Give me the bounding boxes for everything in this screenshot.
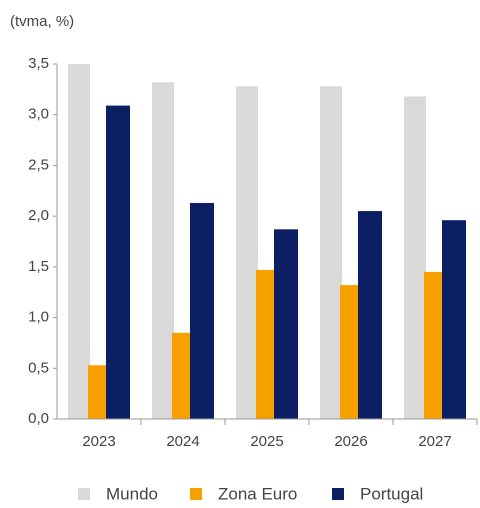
bar (236, 86, 258, 420)
y-tick-label: 0,5 (28, 359, 49, 376)
x-tick-label: 2023 (82, 433, 115, 450)
legend-label: Mundo (106, 484, 158, 503)
y-tick-label: 1,5 (28, 258, 49, 275)
legend-swatch (190, 488, 202, 500)
bar (190, 202, 214, 419)
legend-swatch (332, 488, 344, 500)
bar (88, 365, 106, 419)
bar (358, 211, 382, 419)
legend-label: Portugal (360, 484, 423, 503)
y-tick-label: 3,0 (28, 106, 49, 123)
bar (442, 220, 466, 419)
x-tick-label: 2027 (418, 433, 451, 450)
x-tick-label: 2025 (250, 433, 283, 450)
y-tick-label: 2,0 (28, 207, 49, 224)
bar (256, 269, 274, 419)
bar (172, 332, 190, 419)
legend-swatch (78, 488, 90, 500)
chart-title: (tvma, %) (10, 13, 74, 30)
y-tick-label: 2,5 (28, 156, 49, 173)
bar (68, 64, 90, 419)
x-tick-label: 2026 (334, 433, 367, 450)
bar (106, 105, 130, 419)
y-tick-label: 3,5 (28, 55, 49, 72)
bar (424, 271, 442, 419)
y-tick-label: 0,0 (28, 410, 49, 427)
x-tick-label: 2024 (166, 433, 199, 450)
bar (274, 229, 298, 419)
legend-label: Zona Euro (218, 484, 297, 503)
bar (320, 86, 342, 420)
y-tick-label: 1,0 (28, 309, 49, 326)
bar (152, 82, 174, 419)
bar (340, 285, 358, 419)
bar (404, 96, 426, 419)
